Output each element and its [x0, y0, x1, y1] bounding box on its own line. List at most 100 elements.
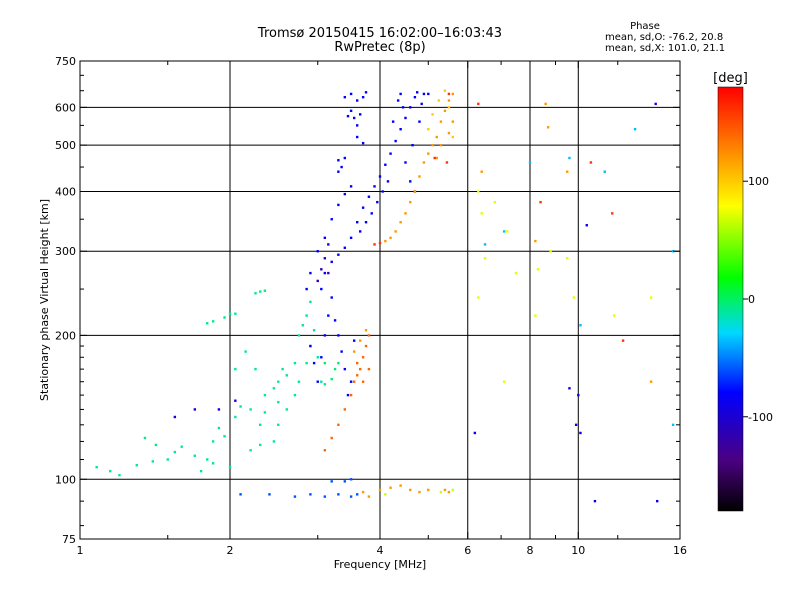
data-point	[361, 141, 365, 145]
data-point	[493, 200, 497, 204]
data-point	[239, 493, 242, 496]
data-point	[349, 109, 353, 113]
data-point	[109, 469, 112, 473]
data-point	[389, 236, 392, 240]
data-point	[422, 161, 426, 164]
data-point	[323, 257, 327, 260]
data-point	[358, 367, 362, 371]
data-point	[418, 120, 421, 123]
data-point	[477, 296, 480, 299]
data-point	[293, 361, 297, 365]
data-point	[272, 440, 276, 443]
data-point	[173, 415, 177, 419]
data-point	[346, 114, 350, 118]
data-point	[151, 460, 155, 463]
data-point	[361, 490, 365, 494]
data-point	[330, 436, 333, 440]
data-point	[349, 478, 353, 481]
data-point	[263, 289, 267, 292]
data-point	[199, 469, 203, 473]
data-point	[355, 221, 359, 224]
data-point	[309, 300, 312, 304]
data-point	[364, 221, 368, 224]
data-point	[649, 296, 653, 299]
data-point	[316, 356, 319, 359]
data-point	[355, 124, 359, 127]
data-point	[394, 139, 397, 143]
data-point	[399, 221, 402, 224]
x-tick-label: 1	[77, 544, 84, 557]
data-point	[451, 488, 455, 492]
data-point	[263, 411, 267, 414]
data-point	[349, 185, 353, 188]
data-point	[309, 344, 312, 348]
data-point	[343, 480, 347, 483]
data-point	[205, 322, 209, 325]
data-point	[143, 436, 147, 440]
data-point	[268, 493, 271, 496]
data-point	[445, 161, 449, 164]
data-point	[378, 241, 382, 245]
y-tick-label: 100	[55, 473, 76, 486]
data-point	[349, 92, 353, 96]
data-point	[361, 206, 365, 209]
data-point	[277, 400, 280, 404]
colorbar-tick-label: -100	[748, 411, 773, 424]
x-tick-label: 8	[527, 544, 534, 557]
data-point	[234, 367, 237, 371]
data-point	[593, 499, 597, 503]
data-point	[433, 156, 436, 160]
data-point	[323, 361, 327, 365]
data-point	[352, 339, 356, 342]
data-point	[323, 383, 327, 386]
data-point	[211, 320, 215, 323]
data-point	[443, 89, 447, 92]
data-point	[381, 190, 384, 193]
x-tick-label: 4	[377, 544, 384, 557]
chart-subtitle: RwPretec (8p)	[334, 40, 426, 55]
data-point	[254, 367, 257, 371]
data-point	[355, 361, 359, 365]
data-point	[384, 163, 387, 166]
data-point	[447, 131, 451, 135]
data-point	[384, 239, 387, 243]
colorbar-tick-label: 100	[748, 175, 769, 188]
data-point	[483, 257, 487, 260]
data-point	[330, 377, 333, 381]
data-point	[404, 212, 407, 215]
data-point	[293, 393, 297, 397]
data-point	[505, 230, 509, 233]
data-point	[577, 393, 580, 397]
data-point	[297, 380, 301, 383]
data-point	[118, 473, 121, 477]
axis-ticks: 1 2 4 6 8 10 16 75 100 200 300 400 500 600 750	[55, 55, 687, 557]
data-point	[343, 367, 347, 371]
data-point	[427, 92, 430, 96]
data-point	[330, 480, 333, 483]
data-point	[343, 408, 347, 411]
data-point	[349, 495, 353, 498]
data-point	[173, 450, 177, 454]
data-point	[568, 156, 571, 160]
data-point	[340, 350, 343, 353]
data-point	[536, 268, 540, 271]
y-tick-label: 75	[62, 533, 76, 546]
data-point	[337, 493, 340, 496]
data-point	[367, 367, 371, 371]
chart-title: Tromsø 20150415 16:02:00–16:03:43	[257, 26, 503, 41]
data-point	[323, 449, 327, 452]
data-point	[473, 431, 477, 435]
data-point	[217, 408, 221, 411]
data-point	[249, 449, 252, 452]
data-point	[572, 296, 576, 299]
data-point	[316, 279, 319, 283]
data-point	[355, 374, 359, 377]
data-point	[95, 465, 98, 469]
data-point	[312, 329, 316, 332]
data-point	[411, 143, 414, 147]
data-point	[239, 405, 242, 408]
data-point	[418, 490, 421, 494]
data-point	[361, 356, 365, 359]
data-point	[451, 135, 455, 139]
data-point	[633, 127, 637, 131]
